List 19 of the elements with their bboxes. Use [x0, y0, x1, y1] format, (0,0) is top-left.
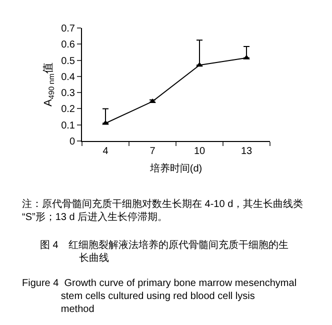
x-tick-label: 4 — [102, 146, 109, 157]
y-tick-label: 0.1 — [61, 120, 76, 132]
y-tick-label: 0.7 — [61, 24, 76, 34]
point — [102, 120, 109, 125]
y-tick-label: 0.6 — [61, 40, 76, 51]
caption: 图 4 红细胞裂解液法培养的原代骨髓间充质干细胞的生长曲线 — [40, 239, 288, 264]
point — [243, 54, 250, 60]
caption: Figure 4 Growth curve of primary bone marrow mesenchymal stem cells cultured using red blood cell lysis method — [22, 278, 297, 315]
x-axis-title: 培养时间(d) — [148, 162, 202, 174]
y-tick-label: 0.2 — [61, 104, 76, 116]
x-tick-label: 7 — [150, 146, 156, 157]
x-tick-label: 13 — [240, 146, 252, 157]
y-tick-label: 0.5 — [61, 56, 76, 67]
y-tick-label: 0.3 — [61, 88, 76, 100]
y-tick-label: 0 — [69, 136, 76, 148]
point — [196, 62, 203, 67]
y-tick-label: 0.4 — [61, 72, 76, 83]
text: 注：原代骨髓间充质干细胞对数生长期在 4-10 d，其生长曲线类“S”形；13 d 后进入生长停滞期。 — [22, 198, 304, 223]
x-tick-label: 10 — [194, 146, 206, 157]
